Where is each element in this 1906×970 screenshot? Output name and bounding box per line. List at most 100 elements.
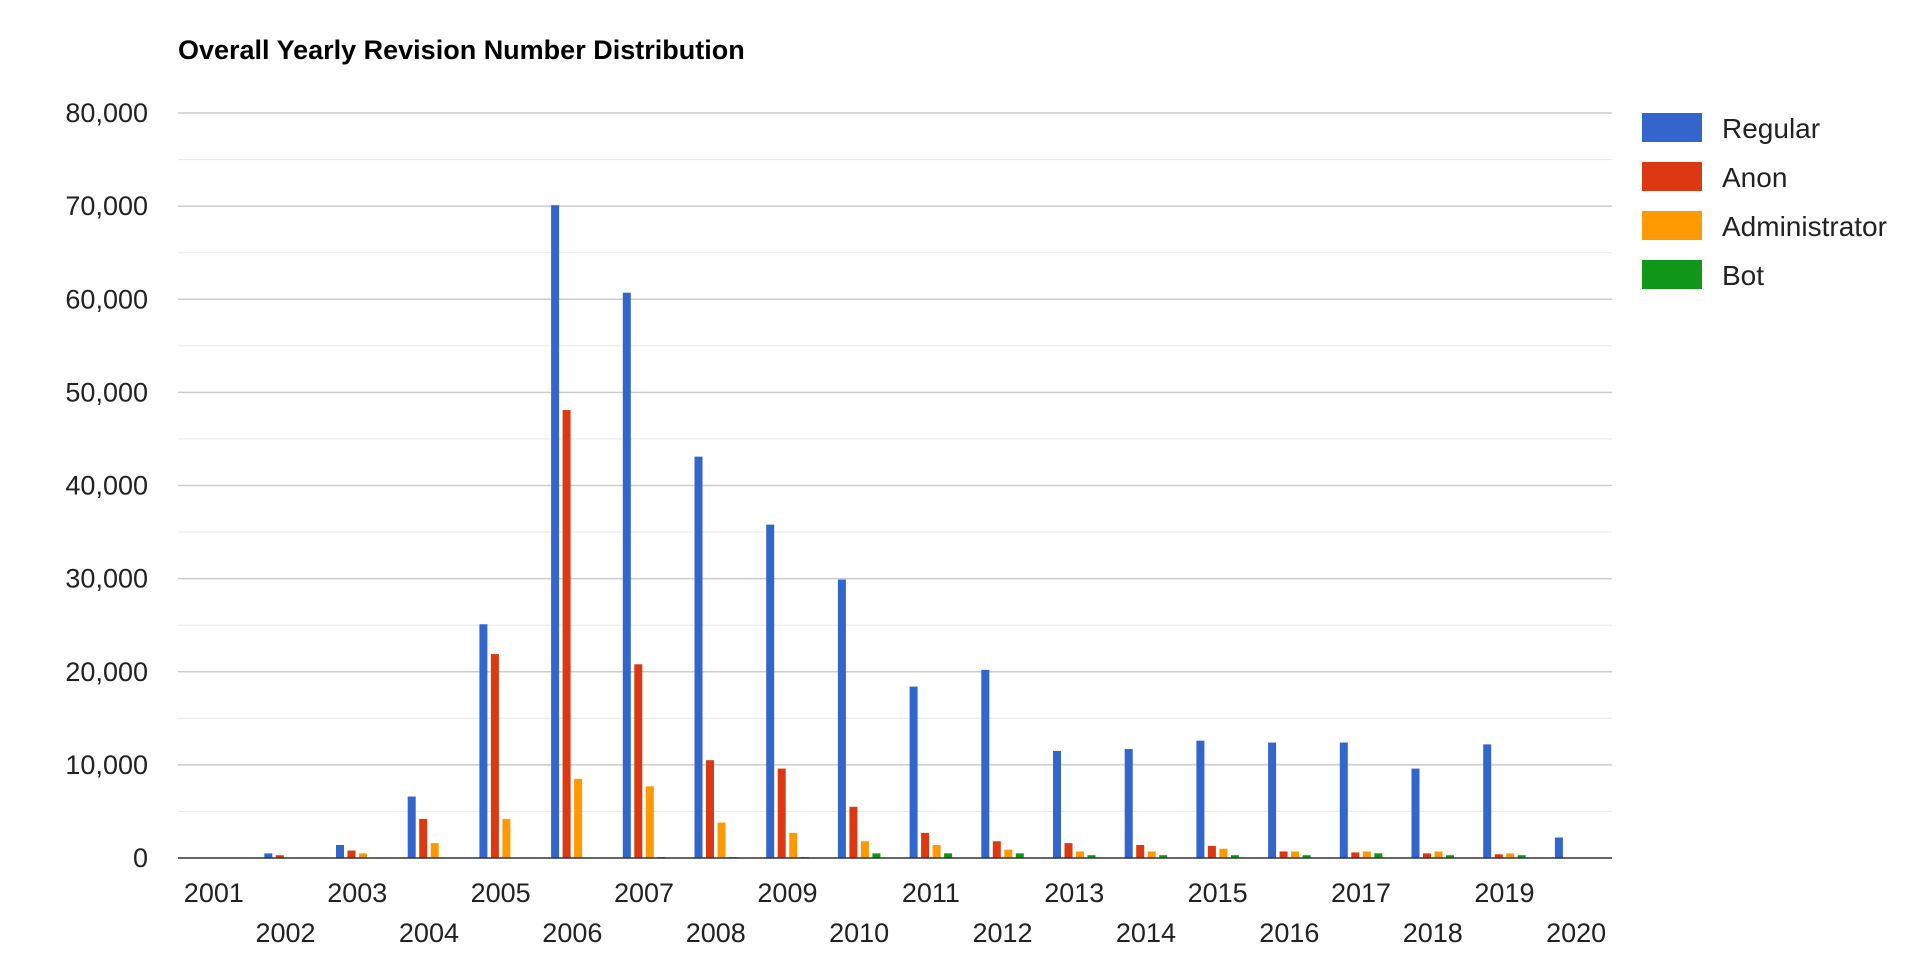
bar-anon-2008[interactable] xyxy=(706,760,714,858)
x-tick-label: 2013 xyxy=(1044,878,1104,908)
legend-swatch-bot xyxy=(1642,260,1702,289)
bar-regular-2004[interactable] xyxy=(407,796,416,858)
bar-administrator-2019[interactable] xyxy=(1506,853,1515,858)
y-tick-label: 30,000 xyxy=(65,564,148,594)
bar-bot-2011[interactable] xyxy=(944,853,953,858)
bar-regular-2017[interactable] xyxy=(1339,742,1348,858)
bar-bot-2017[interactable] xyxy=(1374,853,1383,858)
y-tick-label: 50,000 xyxy=(65,377,148,407)
bar-administrator-2006[interactable] xyxy=(574,778,583,858)
bar-anon-2006[interactable] xyxy=(562,410,571,858)
bar-regular-2016[interactable] xyxy=(1268,742,1277,858)
legend-label-administrator[interactable]: Administrator xyxy=(1722,211,1887,242)
bar-regular-2019[interactable] xyxy=(1483,744,1492,858)
x-tick-label: 2012 xyxy=(973,918,1033,948)
bar-administrator-2010[interactable] xyxy=(860,841,869,858)
bar-regular-2007[interactable] xyxy=(622,292,631,858)
bar-bot-2015[interactable] xyxy=(1230,855,1239,858)
y-tick-label: 80,000 xyxy=(65,98,148,128)
y-tick-label: 40,000 xyxy=(65,471,148,501)
x-tick-label: 2008 xyxy=(686,918,746,948)
chart-title: Overall Yearly Revision Number Distribut… xyxy=(178,35,745,65)
bar-regular-2018[interactable] xyxy=(1411,768,1420,858)
x-tick-label: 2002 xyxy=(256,918,316,948)
bar-administrator-2017[interactable] xyxy=(1362,851,1371,858)
bar-administrator-2008[interactable] xyxy=(717,822,726,858)
x-tick-labels: 2001 2002 2003 2004 2005 2006 2007 2008 2009 2010… xyxy=(184,878,1606,948)
x-tick-label: 2020 xyxy=(1546,918,1606,948)
legend-swatch-anon xyxy=(1642,162,1702,191)
y-tick-label: 0 xyxy=(133,843,148,873)
bar-regular-2013[interactable] xyxy=(1053,750,1061,858)
bar-administrator-2004[interactable] xyxy=(430,843,439,858)
x-tick-label: 2010 xyxy=(829,918,889,948)
bar-bot-2013[interactable] xyxy=(1087,855,1096,858)
bar-administrator-2012[interactable] xyxy=(1004,849,1013,858)
bar-anon-2017[interactable] xyxy=(1351,852,1360,858)
bar-regular-2002[interactable] xyxy=(264,853,273,858)
legend-label-anon[interactable]: Anon xyxy=(1722,162,1787,193)
bar-anon-2010[interactable] xyxy=(849,806,858,858)
bar-anon-2009[interactable] xyxy=(777,768,786,858)
legend: Regular Anon Administrator Bot xyxy=(1642,113,1887,291)
bar-anon-2005[interactable] xyxy=(490,654,499,858)
bar-regular-2003[interactable] xyxy=(336,844,344,858)
bar-bot-2019[interactable] xyxy=(1517,855,1526,858)
bar-regular-2009[interactable] xyxy=(766,524,775,858)
bar-regular-2014[interactable] xyxy=(1124,749,1133,858)
bar-administrator-2007[interactable] xyxy=(645,786,654,858)
bar-administrator-2013[interactable] xyxy=(1076,851,1084,858)
legend-swatch-regular xyxy=(1642,113,1702,142)
bar-anon-2011[interactable] xyxy=(921,832,930,858)
x-tick-label: 2007 xyxy=(614,878,674,908)
bar-regular-2015[interactable] xyxy=(1196,740,1205,858)
bar-bot-2014[interactable] xyxy=(1159,855,1168,858)
bar-administrator-2014[interactable] xyxy=(1147,851,1156,858)
x-tick-label: 2004 xyxy=(399,918,459,948)
bar-regular-2011[interactable] xyxy=(909,686,918,858)
bar-regular-2006[interactable] xyxy=(551,205,560,859)
bar-anon-2015[interactable] xyxy=(1207,845,1216,858)
bar-bot-2012[interactable] xyxy=(1015,853,1024,858)
x-tick-label: 2018 xyxy=(1403,918,1463,948)
x-tick-label: 2011 xyxy=(902,878,960,908)
bar-regular-2012[interactable] xyxy=(981,669,990,858)
bar-anon-2016[interactable] xyxy=(1279,851,1288,858)
bar-regular-2020[interactable] xyxy=(1554,837,1563,858)
legend-swatch-administrator xyxy=(1642,211,1702,240)
bar-anon-2007[interactable] xyxy=(634,664,643,858)
bar-anon-2004[interactable] xyxy=(419,818,428,858)
bar-bot-2010[interactable] xyxy=(872,853,881,858)
bar-regular-2010[interactable] xyxy=(837,579,846,858)
y-tick-label: 10,000 xyxy=(65,750,148,780)
bar-administrator-2018[interactable] xyxy=(1434,851,1443,858)
y-tick-label: 20,000 xyxy=(65,657,148,687)
bar-anon-2003[interactable] xyxy=(347,850,356,858)
grid xyxy=(178,112,1612,813)
bar-administrator-2011[interactable] xyxy=(932,844,941,858)
bar-administrator-2009[interactable] xyxy=(789,832,798,858)
y-tick-label: 70,000 xyxy=(65,191,148,221)
x-tick-label: 2001 xyxy=(184,878,244,908)
bar-anon-2014[interactable] xyxy=(1136,844,1145,858)
bar-anon-2018[interactable] xyxy=(1423,853,1431,858)
bar-anon-2002[interactable] xyxy=(275,855,284,858)
bar-anon-2013[interactable] xyxy=(1064,843,1073,858)
bar-bot-2016[interactable] xyxy=(1302,855,1311,858)
x-tick-label: 2009 xyxy=(757,878,817,908)
bar-anon-2012[interactable] xyxy=(992,841,1001,858)
bar-administrator-2016[interactable] xyxy=(1291,851,1300,858)
bar-administrator-2003[interactable] xyxy=(359,853,367,858)
legend-label-regular[interactable]: Regular xyxy=(1722,113,1820,144)
bar-regular-2008[interactable] xyxy=(694,456,703,858)
x-tick-label: 2005 xyxy=(471,878,531,908)
bar-regular-2005[interactable] xyxy=(479,624,488,858)
x-tick-label: 2017 xyxy=(1331,878,1391,908)
bar-bot-2018[interactable] xyxy=(1446,855,1454,858)
legend-label-bot[interactable]: Bot xyxy=(1722,260,1764,291)
bar-administrator-2015[interactable] xyxy=(1219,848,1228,858)
bars xyxy=(264,205,1563,859)
bar-administrator-2005[interactable] xyxy=(502,818,511,858)
bar-anon-2019[interactable] xyxy=(1494,854,1503,858)
